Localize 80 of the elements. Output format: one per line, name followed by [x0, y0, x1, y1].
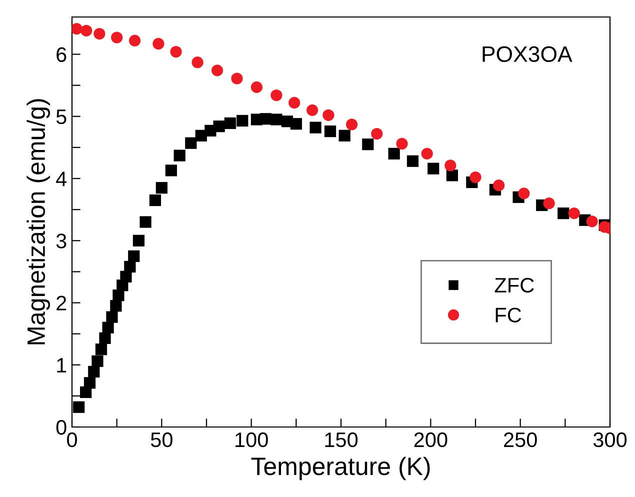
point: [99, 332, 111, 344]
point: [231, 72, 243, 84]
point: [324, 125, 336, 138]
point: [156, 182, 168, 194]
point: [128, 250, 140, 262]
point: [543, 198, 555, 210]
annotation: POX3OA: [482, 46, 572, 62]
point: [444, 160, 456, 172]
point: [165, 164, 177, 176]
point: [149, 194, 162, 206]
point: [140, 216, 152, 228]
point: [73, 401, 85, 413]
point: [236, 114, 248, 127]
point: [95, 344, 108, 356]
point: [152, 38, 164, 50]
point: [132, 234, 145, 246]
point: [518, 188, 530, 200]
point: [493, 180, 505, 192]
point: [306, 104, 318, 116]
x-tick-label: 200: [414, 432, 448, 448]
point: [270, 114, 282, 126]
point: [290, 118, 302, 130]
point: [428, 162, 440, 174]
y-tick-label: 3: [56, 234, 66, 248]
x-axis-title: Temperature (K): [251, 456, 430, 480]
point: [362, 138, 374, 150]
point: [338, 130, 350, 142]
point: [80, 24, 92, 36]
point: [421, 148, 433, 160]
point: [94, 28, 106, 40]
point: [102, 322, 114, 334]
y-tick-label: 0: [56, 420, 66, 435]
y-tick-label: 1: [57, 358, 66, 372]
point: [88, 366, 100, 378]
point: [470, 171, 482, 184]
point: [128, 34, 141, 46]
point: [72, 22, 82, 35]
point: [446, 170, 458, 182]
point: [586, 216, 598, 228]
point: [568, 207, 580, 220]
point: [250, 81, 263, 94]
x-tick-label: 50: [150, 432, 172, 448]
point: [406, 155, 419, 167]
x-tick-label: 100: [236, 432, 268, 448]
point: [388, 148, 400, 160]
x-tick-label: 0: [67, 432, 77, 448]
point: [170, 46, 182, 58]
y-axis-title: Magnetization (emu/g): [26, 99, 50, 344]
point: [260, 113, 272, 125]
point: [112, 289, 124, 302]
point: [192, 56, 204, 68]
point: [120, 270, 132, 282]
point: [270, 89, 282, 102]
x-tick-label: 150: [325, 432, 358, 448]
point: [322, 109, 334, 121]
point: [396, 138, 408, 150]
point: [106, 311, 118, 323]
point: [111, 32, 123, 44]
point: [174, 150, 186, 162]
y-tick-label: 4: [56, 172, 67, 186]
point: [310, 122, 322, 134]
point: [371, 128, 383, 140]
point: [558, 207, 570, 220]
point: [288, 96, 300, 109]
point: [185, 137, 197, 149]
legend-label: ZFC: [494, 278, 534, 293]
y-tick-label: 6: [56, 47, 66, 62]
y-tick-label: 2: [56, 296, 66, 310]
point: [346, 118, 358, 130]
point: [92, 355, 104, 367]
point: [213, 120, 225, 132]
point: [211, 64, 224, 76]
legend-label: FC: [496, 308, 522, 322]
point: [84, 377, 96, 389]
point: [224, 117, 236, 130]
y-tick-label: 5: [56, 110, 66, 124]
x-tick-label: 300: [593, 432, 627, 448]
point: [124, 260, 136, 273]
x-tick-label: 250: [504, 432, 537, 448]
point: [110, 300, 122, 312]
